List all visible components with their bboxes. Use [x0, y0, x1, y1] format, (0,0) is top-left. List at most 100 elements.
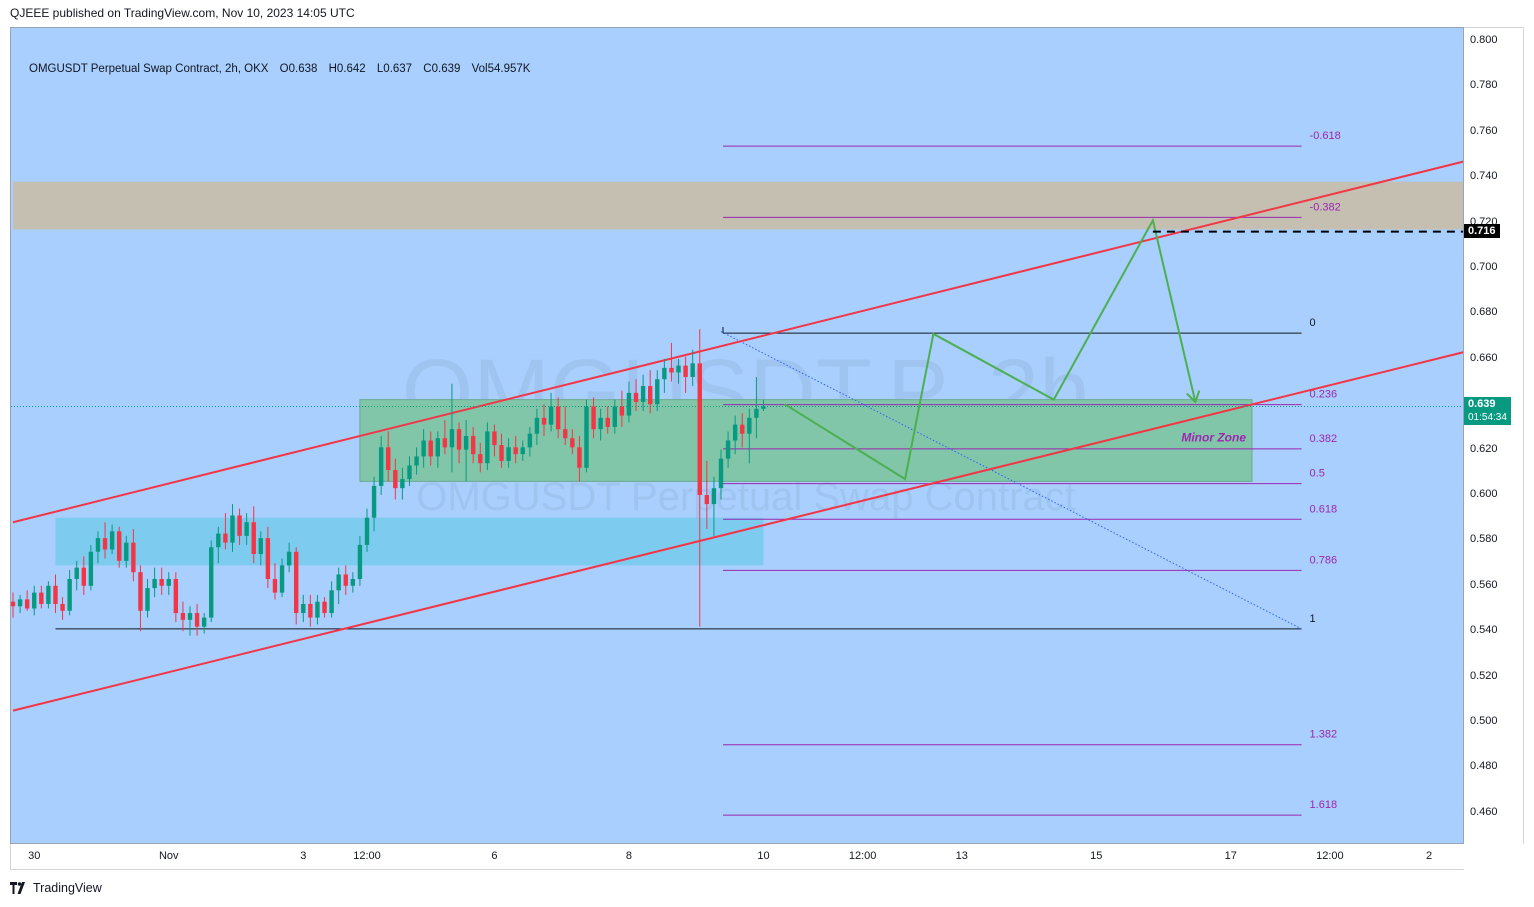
candle-body	[640, 386, 646, 402]
time-tick: 2	[1425, 850, 1433, 862]
channel-lower-line	[12, 351, 1463, 712]
candle-body	[612, 406, 617, 427]
candle-body	[201, 617, 207, 627]
candle-body	[272, 578, 278, 593]
time-tick: 13	[955, 850, 968, 862]
candle-body	[697, 363, 702, 495]
candles	[11, 329, 766, 636]
candle-body	[173, 578, 179, 614]
candle-body	[541, 417, 547, 425]
fib-label-0.618: 0.618	[1310, 503, 1338, 515]
bar-countdown: 01:54:34	[1468, 412, 1507, 424]
fib-label-0.382: 0.382	[1310, 433, 1338, 445]
candle-body	[60, 603, 65, 611]
fib-label-0.5: 0.5	[1310, 468, 1325, 480]
target-price-label: 0.716	[1464, 223, 1500, 238]
tradingview-brand: TradingView	[33, 881, 102, 895]
candle-body	[478, 454, 483, 464]
candle-body	[400, 479, 405, 489]
candle-body	[633, 392, 639, 402]
fib-label-0: 0	[1310, 317, 1316, 329]
candle-body	[322, 601, 327, 614]
candle-body	[145, 588, 150, 611]
candle-body	[88, 551, 94, 586]
candle-body	[577, 447, 582, 468]
candle-body	[357, 544, 363, 579]
price-axis[interactable]: 0.800 0.780 0.760 0.740 0.720 0.700 0.680 0.660…	[1464, 27, 1524, 844]
candle-body	[194, 613, 200, 627]
candle-body	[421, 440, 426, 457]
price-tick: 0.620	[1470, 442, 1498, 455]
price-tick: 0.460	[1470, 805, 1498, 818]
candle-body	[591, 406, 596, 430]
candle-body	[485, 431, 490, 464]
chart-pane[interactable]: OMGUSDT.P, 2h OMGUSDT Perpetual Swap Cont…	[10, 27, 1464, 844]
price-tick: 0.500	[1470, 715, 1498, 727]
candle-body	[548, 406, 554, 425]
candle-body	[534, 417, 540, 434]
price-tick: 0.700	[1470, 261, 1498, 273]
candle-body	[428, 440, 433, 457]
candle-body	[95, 538, 101, 552]
candle-body	[683, 365, 688, 377]
candle-body	[648, 386, 653, 405]
zone-resistance	[13, 181, 1463, 230]
candle-body	[336, 574, 341, 591]
candle-body	[138, 572, 143, 611]
price-tick: 0.740	[1470, 170, 1498, 183]
candle-body	[187, 613, 193, 620]
candle-body	[598, 417, 603, 430]
time-tick: 12:00	[353, 850, 381, 862]
candle-body	[294, 551, 299, 614]
candle-body	[605, 417, 610, 427]
candle-body	[513, 447, 518, 455]
tradingview-logo[interactable]: TradingView	[10, 881, 102, 895]
time-tick: 3	[300, 850, 307, 862]
candle-body	[102, 538, 108, 550]
time-tick: 12:00	[848, 850, 877, 862]
candle-body	[329, 590, 334, 614]
candle-body	[343, 574, 348, 586]
candle-body	[662, 367, 667, 380]
candle-body	[435, 438, 440, 457]
fib-label-0.236: 0.236	[1310, 389, 1338, 401]
candle-body	[371, 485, 377, 518]
candle-body	[53, 585, 58, 604]
price-tick: 0.680	[1470, 306, 1498, 319]
candle-body	[131, 542, 136, 573]
candle-body	[230, 515, 235, 543]
candle-body	[32, 592, 37, 609]
watermark-subtitle: OMGUSDT Perpetual Swap Contract	[416, 475, 1076, 519]
legend-close: C0.639	[423, 63, 461, 75]
candle-body	[279, 565, 285, 593]
candle-body	[166, 578, 171, 586]
candle-body	[754, 408, 759, 418]
current-price-value: 0.639	[1468, 398, 1496, 411]
time-tick: 8	[625, 850, 633, 862]
time-tick: 30	[28, 850, 41, 862]
candle-body	[463, 435, 469, 450]
price-tick: 0.660	[1470, 351, 1498, 364]
candle-body	[393, 470, 398, 489]
fib-label-1.618: 1.618	[1310, 799, 1338, 811]
candle-body	[109, 531, 115, 550]
candle-body	[46, 585, 51, 604]
legend-symbol: OMGUSDT Perpetual Swap Contract, 2h, OKX	[29, 63, 269, 75]
candle-body	[315, 601, 320, 618]
candle-body	[301, 603, 306, 614]
candle-body	[449, 429, 455, 448]
candle-body	[81, 567, 86, 586]
symbol-legend: OMGUSDT Perpetual Swap Contract, 2h, OKX…	[29, 63, 538, 75]
candle-body	[223, 533, 228, 543]
time-axis[interactable]: 30 Nov 3 12:00 6 8 10 12:00 13 15 17 12:00 2	[10, 844, 1464, 870]
projection-path	[784, 217, 1197, 481]
candle-body	[386, 447, 391, 471]
publish-info: QJEEE published on TradingView.com, Nov …	[10, 6, 355, 20]
candle-body	[626, 392, 632, 416]
candle-body	[570, 438, 575, 448]
candle-body	[364, 517, 370, 545]
candle-body	[407, 465, 412, 480]
candle-body	[718, 458, 724, 489]
time-tick: 17	[1224, 850, 1237, 862]
